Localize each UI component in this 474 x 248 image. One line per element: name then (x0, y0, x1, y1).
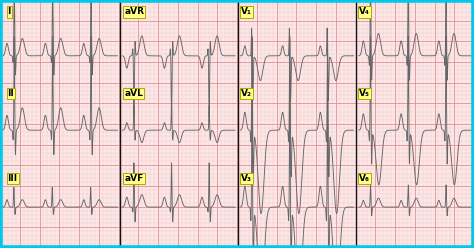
Text: V₁: V₁ (241, 7, 252, 16)
Text: V₂: V₂ (241, 89, 252, 98)
Text: aVR: aVR (124, 7, 144, 16)
Text: aVF: aVF (124, 174, 144, 183)
Text: III: III (8, 174, 18, 183)
Text: I: I (8, 7, 11, 16)
Text: V₅: V₅ (359, 89, 370, 98)
Text: II: II (8, 89, 14, 98)
Text: V₄: V₄ (359, 7, 370, 16)
Text: aVL: aVL (124, 89, 143, 98)
Text: V₆: V₆ (359, 174, 370, 183)
Text: V₃: V₃ (241, 174, 252, 183)
